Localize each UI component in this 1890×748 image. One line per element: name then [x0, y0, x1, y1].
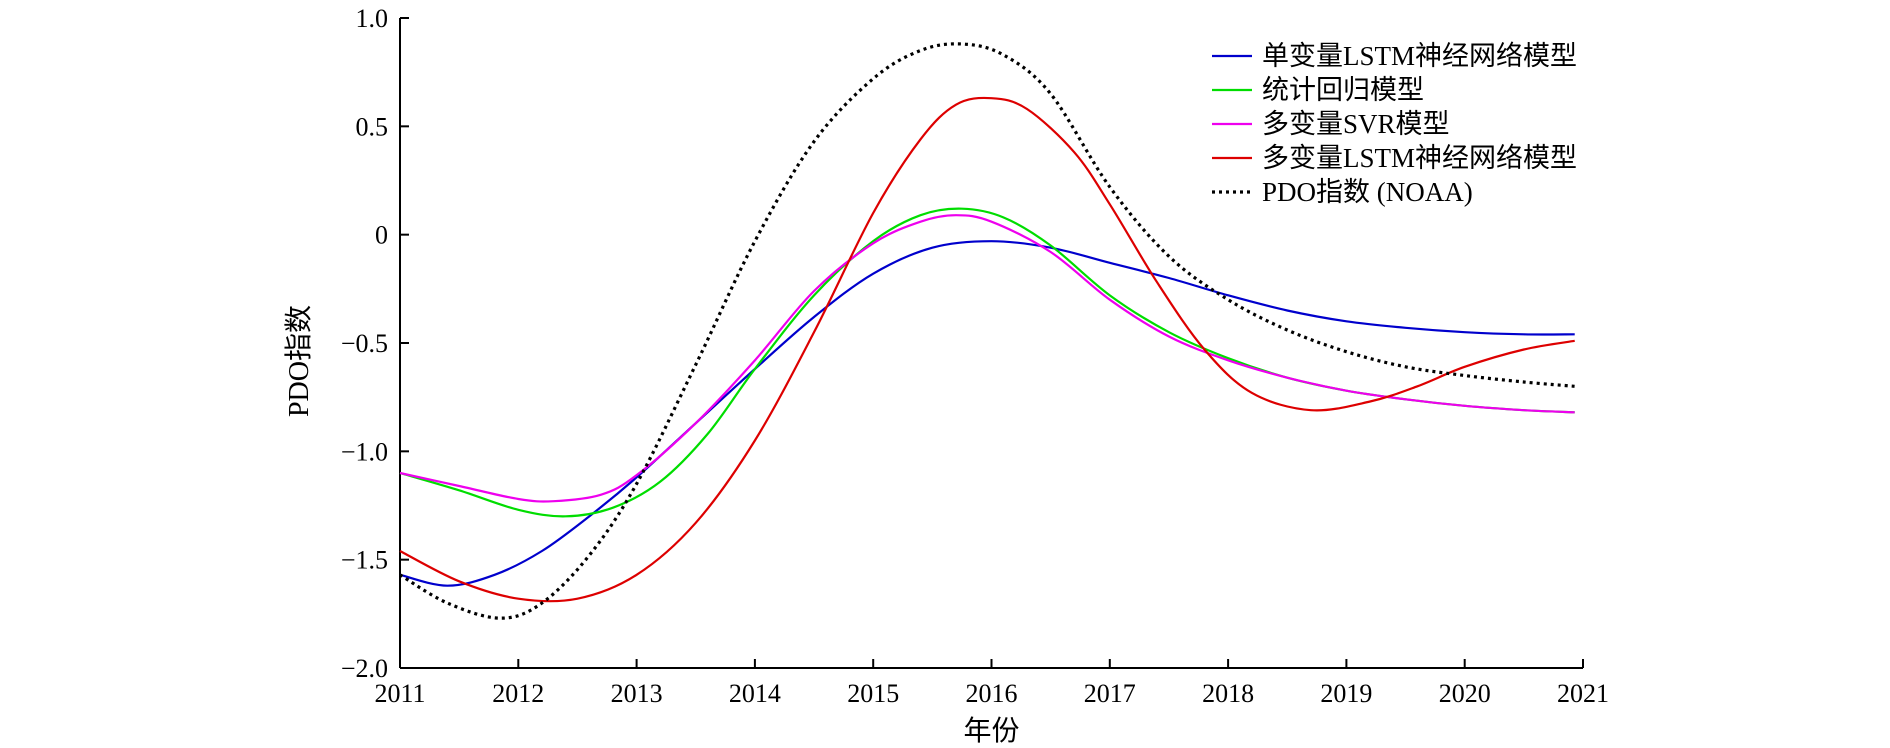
- x-ticks: 2011 2012 2013 2014 2015 2016 2017 2018 2019 2020…: [374, 659, 1609, 708]
- x-axis-title: 年份: [963, 715, 1019, 747]
- x-tick-label: 2021: [1557, 679, 1609, 708]
- y-tick-label: −1.0: [341, 437, 388, 466]
- x-tick-label: 2012: [492, 679, 544, 708]
- x-tick-label: 2013: [611, 679, 663, 708]
- x-tick-label: 2017: [1084, 679, 1136, 708]
- y-tick-label: −2.0: [341, 654, 388, 683]
- y-tick-label: 1.0: [356, 4, 389, 33]
- legend-label: 统计回归模型: [1262, 75, 1424, 105]
- legend-label: 单变量LSTM神经网络模型: [1262, 41, 1577, 71]
- legend-label: 多变量SVR模型: [1262, 109, 1450, 139]
- y-ticks: 1.0 0.5 0 −0.5 −1.0 −1.5 −2.0: [341, 4, 409, 683]
- x-tick-label: 2016: [966, 679, 1018, 708]
- y-tick-label: 0: [375, 221, 388, 250]
- x-tick-label: 2014: [729, 679, 781, 708]
- x-tick-label: 2015: [847, 679, 899, 708]
- x-tick-label: 2018: [1202, 679, 1254, 708]
- legend-label: PDO指数 (NOAA): [1262, 177, 1473, 207]
- y-tick-label: 0.5: [356, 112, 389, 141]
- series-lines: [399, 42, 1575, 620]
- series-line-1: [399, 207, 1575, 518]
- y-tick-label: −0.5: [341, 329, 388, 358]
- series-line-4: [399, 42, 1575, 620]
- legend-label: 多变量LSTM神经网络模型: [1262, 143, 1577, 173]
- series-line-0: [399, 240, 1575, 587]
- x-tick-label: 2011: [374, 679, 425, 708]
- legend: 单变量LSTM神经网络模型统计回归模型多变量SVR模型多变量LSTM神经网络模型…: [1212, 41, 1577, 207]
- x-tick-label: 2019: [1320, 679, 1372, 708]
- series-line-2: [399, 214, 1575, 503]
- y-axis-title: PDO指数: [283, 305, 315, 417]
- series-line-3: [399, 96, 1575, 603]
- y-tick-label: −1.5: [341, 546, 388, 575]
- x-tick-label: 2020: [1439, 679, 1491, 708]
